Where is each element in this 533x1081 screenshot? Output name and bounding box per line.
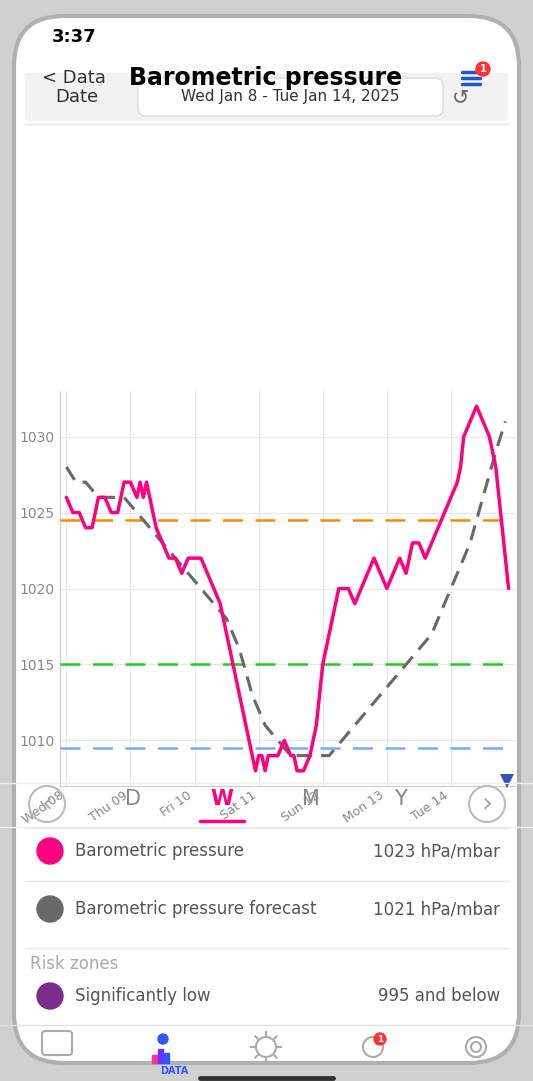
Text: ‹: ‹ bbox=[42, 790, 53, 818]
Bar bbox=[164, 1053, 169, 1063]
Text: Significantly low: Significantly low bbox=[75, 987, 211, 1005]
Text: Date: Date bbox=[55, 88, 98, 106]
Text: 1021 hPa/mbar: 1021 hPa/mbar bbox=[373, 900, 500, 918]
Circle shape bbox=[37, 838, 63, 864]
Text: Wed Jan 8 - Tue Jan 14, 2025: Wed Jan 8 - Tue Jan 14, 2025 bbox=[181, 90, 399, 105]
Circle shape bbox=[374, 1033, 386, 1045]
Text: Barometric pressure forecast: Barometric pressure forecast bbox=[75, 900, 317, 918]
Text: D: D bbox=[125, 789, 141, 809]
Text: ↺: ↺ bbox=[452, 86, 470, 107]
Text: Y: Y bbox=[393, 789, 407, 809]
Text: < Data: < Data bbox=[42, 69, 106, 86]
FancyBboxPatch shape bbox=[42, 1031, 72, 1055]
Text: 1023 hPa/mbar: 1023 hPa/mbar bbox=[373, 842, 500, 860]
Text: 3:37: 3:37 bbox=[52, 28, 96, 46]
Text: M: M bbox=[302, 789, 320, 809]
Text: ›: › bbox=[481, 790, 492, 818]
Text: 1: 1 bbox=[480, 64, 487, 74]
Text: Risk zones: Risk zones bbox=[30, 955, 118, 973]
Text: Barometric pressure: Barometric pressure bbox=[130, 66, 402, 90]
Bar bbox=[152, 1055, 157, 1063]
FancyBboxPatch shape bbox=[25, 74, 508, 121]
Text: 995 and below: 995 and below bbox=[378, 987, 500, 1005]
Circle shape bbox=[476, 62, 490, 76]
Text: DATA: DATA bbox=[160, 1066, 188, 1076]
Circle shape bbox=[37, 983, 63, 1009]
FancyBboxPatch shape bbox=[14, 16, 519, 1063]
Circle shape bbox=[158, 1035, 168, 1044]
Text: 1: 1 bbox=[377, 1035, 383, 1043]
FancyBboxPatch shape bbox=[138, 78, 443, 116]
Text: W: W bbox=[211, 789, 233, 809]
Circle shape bbox=[37, 896, 63, 922]
Text: Barometric pressure: Barometric pressure bbox=[75, 842, 244, 860]
Bar bbox=[158, 1049, 163, 1063]
